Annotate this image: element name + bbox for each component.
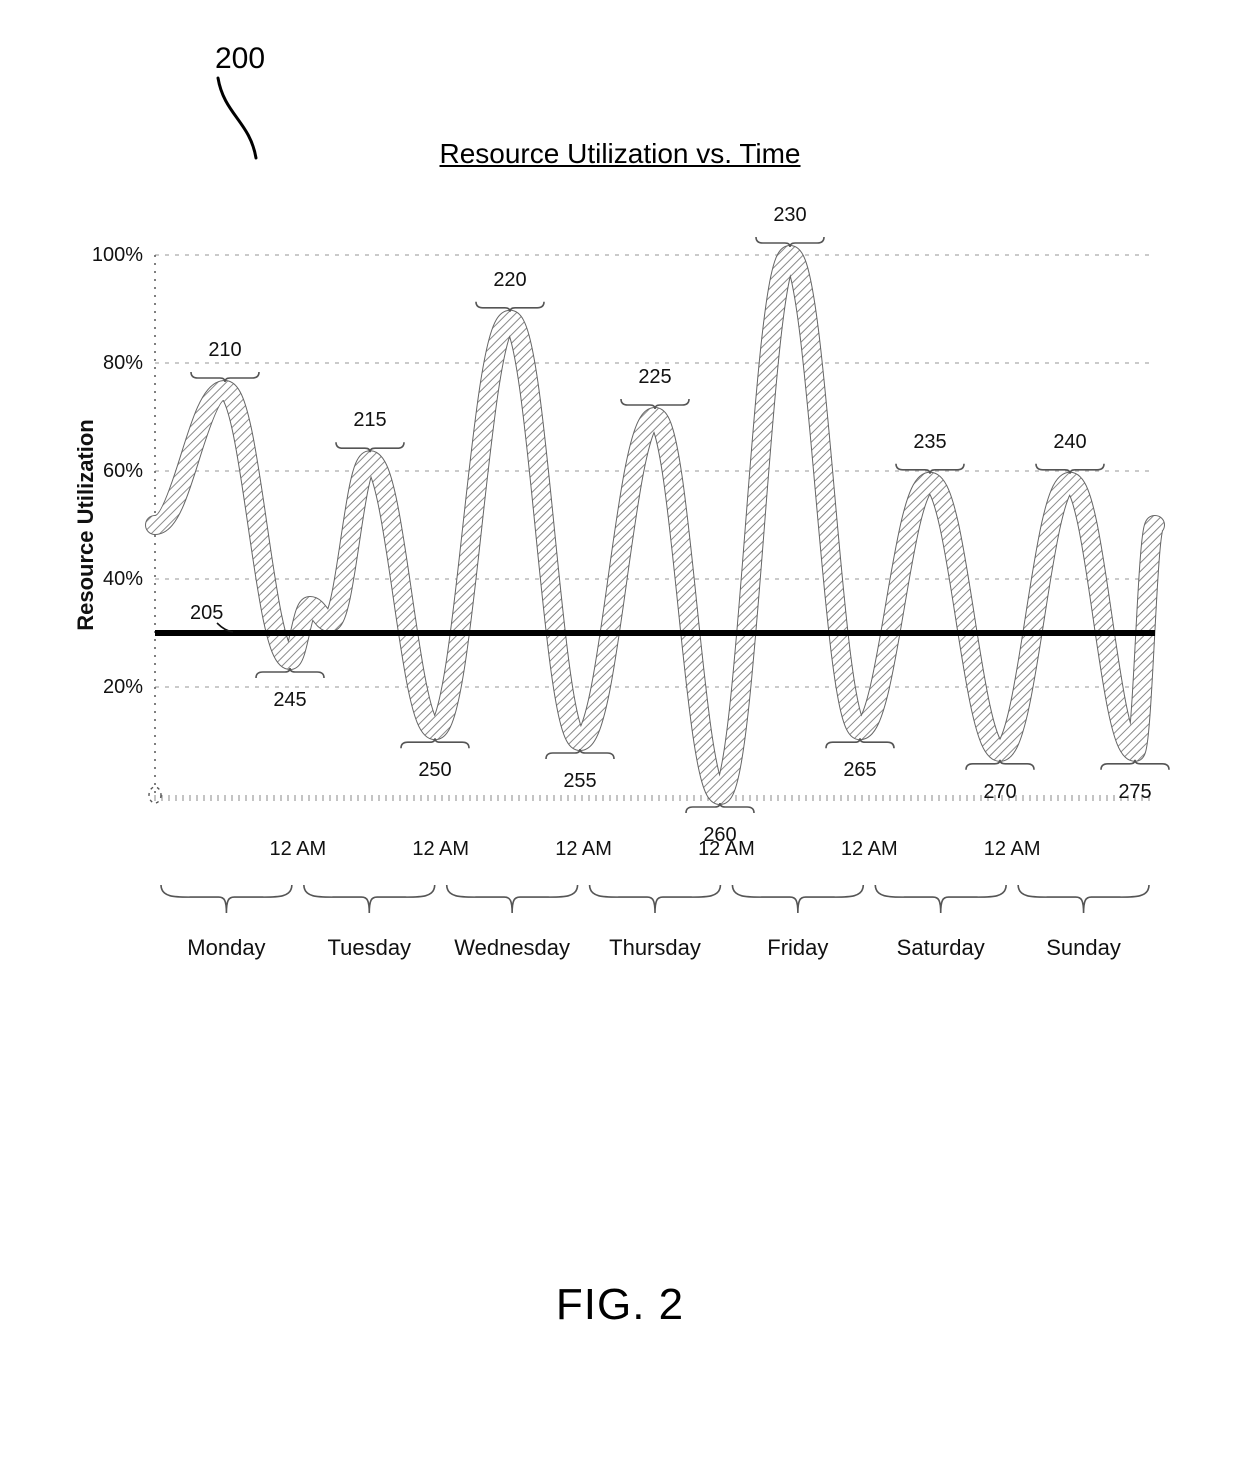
day-label: Friday	[767, 935, 828, 960]
y-tick-label: 40%	[103, 568, 143, 590]
day-braces: Monday Tuesday Wednesday Thursday Friday Satu…	[161, 885, 1149, 960]
chart-svg: 205 100% 80% 60% 40% 20% Resource Utilizatio…	[60, 200, 1180, 1180]
callout-label: 265	[843, 759, 876, 781]
chart-area: 205 100% 80% 60% 40% 20% Resource Utilizatio…	[60, 200, 1180, 1180]
pointer-curve-icon	[210, 74, 270, 164]
y-tick-label: 60%	[103, 460, 143, 482]
figure-page: 200 Resource Utilization vs. Time 205 10…	[0, 0, 1240, 1483]
utilization-curve	[155, 255, 1155, 795]
day-label: Saturday	[897, 935, 985, 960]
callout-label: 225	[638, 366, 671, 388]
callout-label: 215	[353, 409, 386, 431]
figure-caption: FIG. 2	[556, 1280, 684, 1330]
time-labels: 12 AM 12 AM 12 AM 12 AM 12 AM 12 AM	[270, 838, 1041, 860]
y-tick-label: 100%	[92, 244, 143, 266]
figure-reference-number: 200	[215, 42, 265, 76]
callout-label: 255	[563, 770, 596, 792]
callout-label: 245	[273, 689, 306, 711]
callout-label: 235	[913, 431, 946, 453]
x-time-label: 12 AM	[984, 838, 1041, 860]
callout-label: 250	[418, 759, 451, 781]
x-time-label: 12 AM	[555, 838, 612, 860]
day-label: Sunday	[1046, 935, 1121, 960]
x-time-label: 12 AM	[412, 838, 469, 860]
y-axis-label: Resource Utilization	[73, 419, 98, 630]
day-label: Monday	[187, 935, 265, 960]
chart-title: Resource Utilization vs. Time	[439, 138, 800, 170]
day-label: Wednesday	[454, 935, 570, 960]
callout-label: 230	[773, 204, 806, 226]
y-ticks: 100% 80% 60% 40% 20%	[92, 244, 143, 698]
x-time-label: 12 AM	[698, 838, 755, 860]
day-label: Tuesday	[327, 935, 411, 960]
x-time-label: 12 AM	[270, 838, 327, 860]
figure-ref-text: 200	[215, 42, 265, 75]
day-label: Thursday	[609, 935, 701, 960]
x-time-label: 12 AM	[841, 838, 898, 860]
y-tick-label: 20%	[103, 676, 143, 698]
callout-label: 240	[1053, 431, 1086, 453]
callout-label: 220	[493, 269, 526, 291]
callout-label: 275	[1118, 781, 1151, 803]
callout-label: 210	[208, 339, 241, 361]
callout-label: 270	[983, 781, 1016, 803]
y-tick-label: 80%	[103, 352, 143, 374]
threshold-label: 205	[190, 602, 223, 624]
